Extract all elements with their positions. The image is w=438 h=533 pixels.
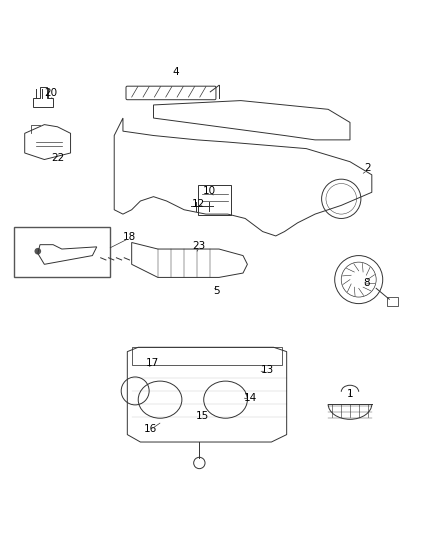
- Text: 10: 10: [203, 186, 216, 196]
- Text: 5: 5: [213, 286, 220, 295]
- Text: 15: 15: [196, 411, 209, 421]
- Text: 23: 23: [193, 240, 206, 251]
- Text: 12: 12: [191, 199, 205, 209]
- Text: 18: 18: [123, 232, 136, 242]
- Bar: [14, 227, 110, 277]
- Text: 17: 17: [146, 358, 159, 368]
- Text: 4: 4: [172, 67, 179, 77]
- Text: 14: 14: [244, 393, 257, 403]
- Text: 22: 22: [51, 153, 64, 163]
- Bar: [132, 348, 283, 365]
- Text: 13: 13: [261, 365, 274, 375]
- Bar: [387, 297, 398, 306]
- Text: 8: 8: [363, 278, 370, 288]
- Text: 1: 1: [346, 389, 353, 399]
- Circle shape: [35, 248, 40, 254]
- Text: 2: 2: [364, 163, 371, 173]
- Text: 20: 20: [44, 88, 57, 98]
- Text: 16: 16: [144, 424, 157, 434]
